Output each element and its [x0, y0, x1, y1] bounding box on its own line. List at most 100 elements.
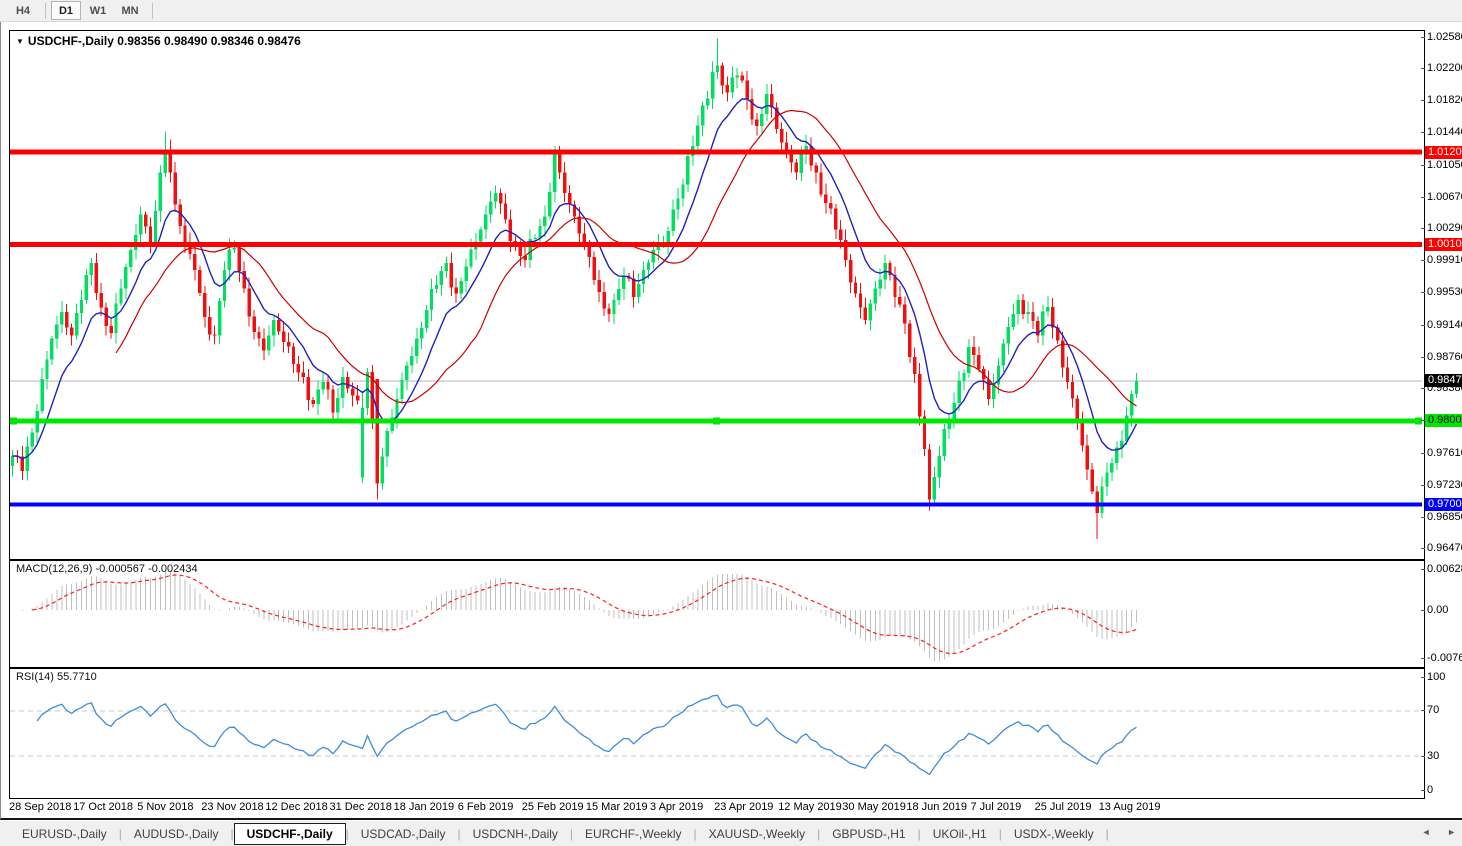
date-axis-label: 6 Feb 2019: [457, 801, 514, 813]
tab-separator: |: [230, 826, 234, 841]
tab-scroll-left-icon[interactable]: ◄: [1421, 827, 1431, 837]
date-axis-label: 25 Feb 2019: [521, 801, 584, 813]
tab-usdchf-daily[interactable]: USDCHF-,Daily: [233, 822, 346, 845]
price-tag-current: 0.98476: [1425, 374, 1462, 388]
period-button-d1[interactable]: D1: [51, 1, 81, 20]
date-axis-label: 31 Dec 2018: [329, 801, 392, 813]
price-axis-label: 1.02200: [1421, 62, 1462, 75]
price-tag-hline-1: 1.01205: [1425, 145, 1462, 159]
tab-separator: |: [998, 826, 1002, 841]
tab-audusd-daily[interactable]: AUDUSD-,Daily: [133, 826, 219, 841]
tab-separator: |: [457, 826, 461, 841]
date-axis: 28 Sep 2018 17 Oct 2018 5 Nov 2018 23 Nov 2…: [9, 798, 1423, 816]
price-tag-hline-4: 0.97001: [1425, 497, 1462, 511]
resistance-line-1[interactable]: [10, 149, 1422, 155]
tab-usdx-weekly[interactable]: USDX-,Weekly: [1013, 826, 1094, 841]
period-button-mn[interactable]: MN: [121, 4, 139, 17]
period-toolbar: H4 D1 W1 MN: [0, 0, 1462, 22]
date-axis-label: 23 Nov 2018: [201, 801, 264, 813]
macd-axis-label: 0.00: [1420, 603, 1449, 616]
date-axis-label: 5 Nov 2018: [137, 801, 194, 813]
hline-anchor-handle[interactable]: [10, 417, 17, 425]
price-axis-label: 1.01820: [1421, 94, 1462, 107]
chart-tab-bar: EURUSD-,Daily | AUDUSD-,Daily | USDCHF-,Dail…: [0, 820, 1462, 846]
date-axis-label: 17 Oct 2018: [73, 801, 134, 813]
tab-usdcad-daily[interactable]: USDCAD-,Daily: [360, 826, 446, 841]
macd-label: MACD(12,26,9) -0.000567 -0.002434: [16, 563, 198, 575]
support-line-blue[interactable]: [10, 502, 1422, 507]
rsi-axis-label: 0: [1420, 783, 1434, 796]
macd-pane: MACD(12,26,9) -0.000567 -0.002434: [9, 560, 1425, 668]
chart-title: ▼ USDCHF-,Daily 0.98356 0.98490 0.98346 0…: [16, 34, 301, 48]
date-axis-label: 3 Apr 2019: [650, 801, 704, 813]
macd-axis-label: -0.00762: [1420, 652, 1462, 665]
rsi-label: RSI(14) 55.7710: [16, 671, 97, 683]
price-axis-label: 1.00670: [1421, 191, 1462, 204]
resistance-line-2[interactable]: [10, 241, 1422, 247]
main-chart-pane[interactable]: ▼ USDCHF-,Daily 0.98356 0.98490 0.98346 0…: [9, 30, 1425, 560]
tab-separator: |: [118, 826, 122, 841]
date-axis-label: 7 Jul 2019: [970, 801, 1022, 813]
date-axis-label: 12 May 2019: [778, 801, 842, 813]
chart-symbol-label: USDCHF-,Daily: [27, 34, 114, 48]
macd-histogram: [21, 570, 1138, 662]
price-scale: 1.02580 1.02200 1.01820 1.01440 1.01050 1.006…: [1420, 22, 1462, 818]
tab-separator: |: [693, 826, 697, 841]
hline-anchor-handle[interactable]: [713, 417, 720, 425]
tab-eurchf-weekly[interactable]: EURCHF-,Weekly: [585, 826, 682, 841]
price-axis-label: 1.02580: [1421, 31, 1462, 44]
date-axis-label: 30 May 2019: [842, 801, 906, 813]
date-axis-label: 23 Apr 2019: [714, 801, 774, 813]
tab-ukoil-h1[interactable]: UKOil-,H1: [932, 826, 987, 841]
date-axis-label: 25 Jul 2019: [1034, 801, 1092, 813]
chart-dropdown-arrow-icon[interactable]: ▼: [16, 37, 24, 46]
date-axis-label: 15 Mar 2019: [585, 801, 648, 813]
rsi-line: [36, 694, 1137, 776]
rsi-axis-label: 100: [1420, 670, 1446, 683]
tab-gbpusd-h1[interactable]: GBPUSD-,H1: [832, 826, 906, 841]
rsi-axis-label: 70: [1420, 704, 1440, 717]
period-button-h4[interactable]: H4: [15, 4, 31, 17]
price-axis-label: 1.01050: [1421, 159, 1462, 172]
period-button-w1[interactable]: W1: [89, 4, 107, 17]
tab-separator: |: [817, 826, 821, 841]
rsi-name: RSI(14): [16, 671, 54, 683]
tab-usdcnh-daily[interactable]: USDCNH-,Daily: [472, 826, 558, 841]
ma-slow-line: [115, 109, 1137, 407]
macd-signal-line: [32, 574, 1137, 655]
date-axis-label: 13 Aug 2019: [1098, 801, 1161, 813]
tab-separator: |: [345, 826, 349, 841]
chart-window: ▼ USDCHF-,Daily 0.98356 0.98490 0.98346 0…: [0, 22, 1462, 820]
toolbar-separator: [45, 2, 46, 19]
tab-separator: |: [917, 826, 921, 841]
macd-values: -0.000567 -0.002434: [95, 563, 198, 575]
rsi-value: 55.7710: [56, 671, 97, 683]
macd-axis-label: 0.006286: [1421, 563, 1462, 576]
tab-scroll-arrows: ◄ ►: [1408, 827, 1456, 837]
tab-separator: |: [1105, 826, 1109, 841]
candlesticks: [10, 38, 1139, 539]
tab-eurusd-daily[interactable]: EURUSD-,Daily: [22, 826, 107, 841]
hline-anchor-handle[interactable]: [1415, 417, 1422, 425]
tab-scroll-right-icon[interactable]: ►: [1447, 827, 1456, 837]
date-axis-label: 18 Jan 2019: [393, 801, 455, 813]
rsi-axis-label: 30: [1420, 749, 1440, 762]
date-axis-label: 28 Sep 2018: [9, 801, 72, 813]
toolbar-separator: [152, 2, 153, 19]
tab-xauusd-weekly[interactable]: XAUUSD-,Weekly: [708, 826, 806, 841]
rsi-pane: RSI(14) 55.7710: [9, 668, 1425, 799]
date-axis-label: 12 Dec 2018: [265, 801, 328, 813]
price-tag-hline-2: 1.00106: [1425, 237, 1462, 251]
date-axis-label: 18 Jun 2019: [906, 801, 967, 813]
chart-ohlc-values: 0.98356 0.98490 0.98346 0.98476: [117, 34, 301, 48]
price-axis-label: 1.01440: [1421, 126, 1462, 139]
